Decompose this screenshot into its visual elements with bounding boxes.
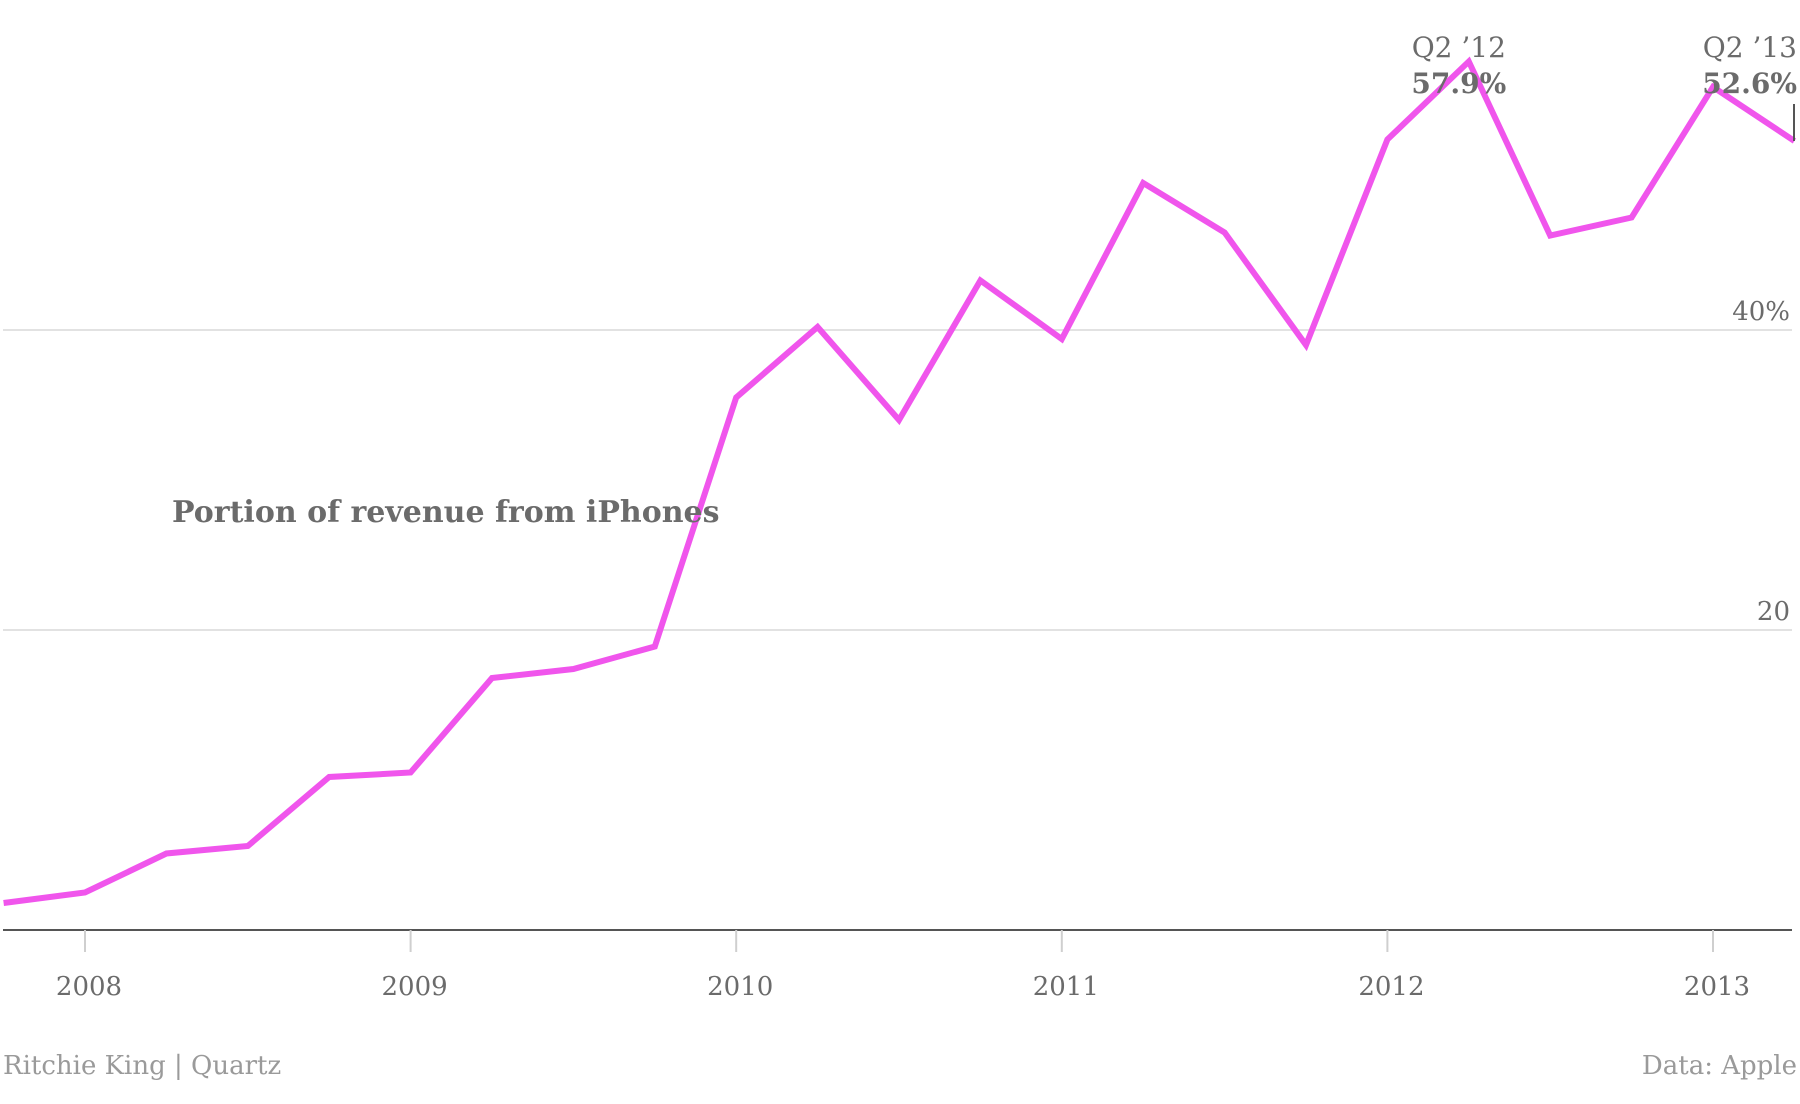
x-tick-label: 2009 [382, 972, 448, 1002]
callout-label: Q2 ’13 [1703, 31, 1797, 64]
credit-text: Ritchie King | Quartz [3, 1051, 281, 1081]
series-line [3, 56, 1797, 906]
series-label: Portion of revenue from iPhones [172, 495, 720, 530]
callout-value: 57.9% [1411, 67, 1506, 100]
series-layer [3, 56, 1797, 906]
x-tick-label: 2011 [1033, 972, 1099, 1002]
gridlines: 20 40% [3, 297, 1792, 631]
y-tick-label: 20 [1757, 597, 1790, 627]
x-tick-label: 2010 [707, 972, 773, 1002]
source-text: Data: Apple [1642, 1051, 1797, 1081]
x-tick-label: 2008 [56, 972, 122, 1002]
x-axis: 2008 2009 2010 2011 2012 2013 [3, 929, 1792, 1002]
x-tick-label: 2013 [1684, 972, 1750, 1002]
callout-value: 52.6% [1702, 67, 1797, 100]
x-tick-label: 2012 [1358, 972, 1424, 1002]
callout-label: Q2 ’12 [1412, 31, 1506, 64]
y-tick-label: 40% [1732, 297, 1790, 327]
